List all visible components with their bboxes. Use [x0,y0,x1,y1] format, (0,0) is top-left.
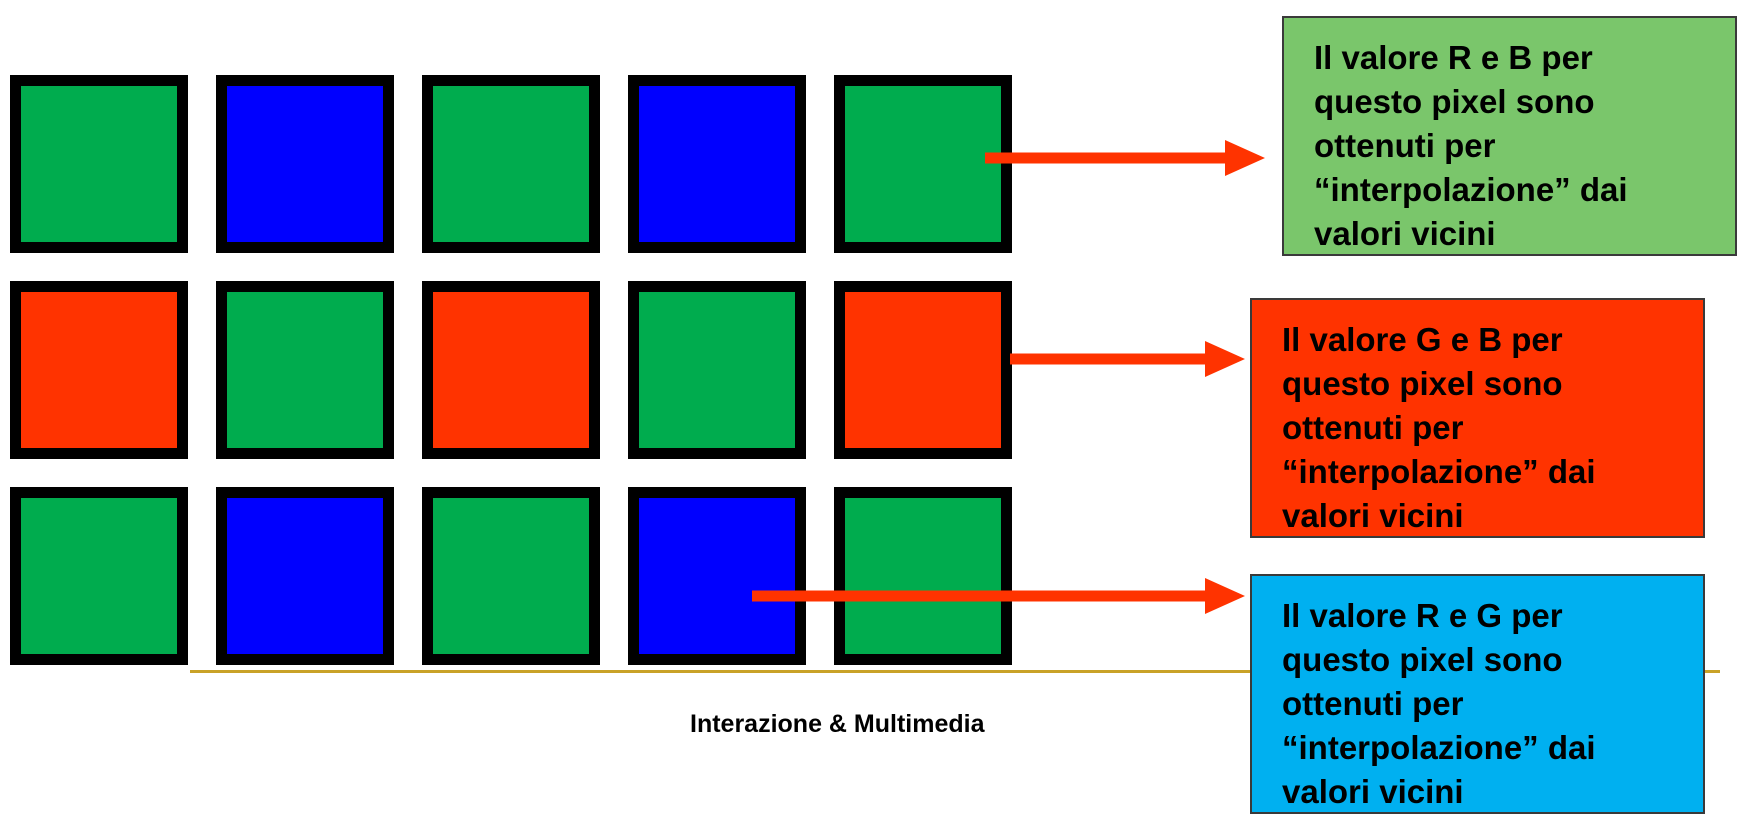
pixel-fill-green [845,498,1001,654]
callout-rb: Il valore R e B per questo pixel sono ot… [1282,16,1737,256]
pixel-cell-blue [216,75,394,253]
pixel-fill-green [845,86,1001,242]
pixel-cell-red [834,281,1012,459]
pixel-fill-blue [227,498,383,654]
footer-label: Interazione & Multimedia [690,710,985,738]
pixel-cell-blue [628,487,806,665]
pixel-cell-red [422,281,600,459]
callout-rb-text: Il valore R e B per questo pixel sono ot… [1314,39,1628,252]
pixel-cell-green [10,75,188,253]
callout-gb: Il valore G e B per questo pixel sono ot… [1250,298,1705,538]
callout-rg: Il valore R e G per questo pixel sono ot… [1250,574,1705,814]
pixel-fill-green [21,498,177,654]
pixel-cell-green [216,281,394,459]
callout-gb-text: Il valore G e B per questo pixel sono ot… [1282,321,1596,534]
pixel-fill-blue [639,86,795,242]
arrows-layer [752,140,1265,614]
arrow-2 [1010,341,1245,377]
pixel-fill-green [639,292,795,448]
pixel-cell-green [10,487,188,665]
pixel-fill-blue [227,86,383,242]
pixel-fill-green [433,498,589,654]
pixel-cell-green [422,487,600,665]
pixel-cell-blue [628,75,806,253]
pixel-fill-blue [639,498,795,654]
pixel-fill-red [845,292,1001,448]
pixel-cell-green [834,487,1012,665]
callout-rg-text: Il valore R e G per questo pixel sono ot… [1282,597,1596,810]
pixel-fill-red [433,292,589,448]
arrow-3 [752,578,1245,614]
pixel-cell-green [628,281,806,459]
pixel-cell-green [834,75,1012,253]
pixel-fill-green [433,86,589,242]
footer-divider-line [190,670,1720,673]
pixel-cell-red [10,281,188,459]
pixel-cell-green [422,75,600,253]
arrow-1 [985,140,1265,176]
pixel-fill-red [21,292,177,448]
pixel-cell-blue [216,487,394,665]
pixel-fill-green [21,86,177,242]
pixel-fill-green [227,292,383,448]
